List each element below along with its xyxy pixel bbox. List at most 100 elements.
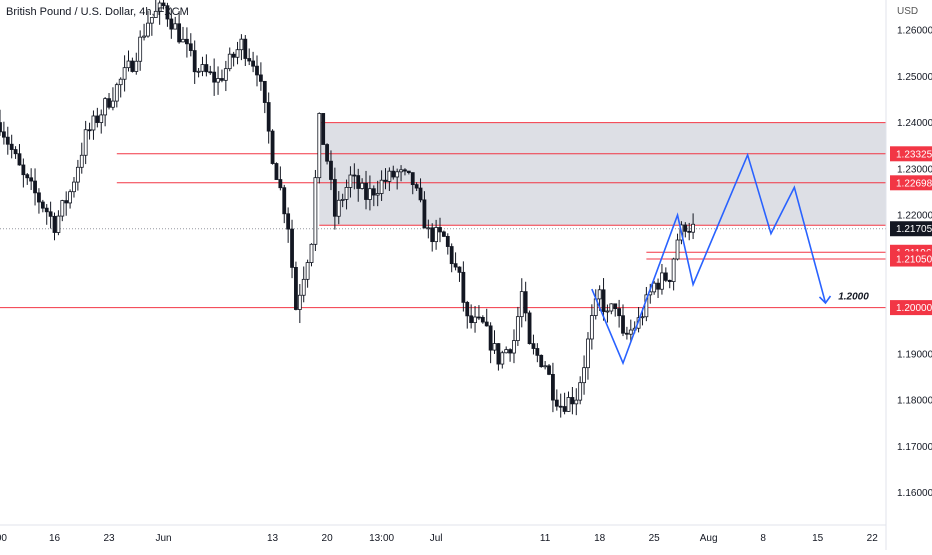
- candle-body: [364, 182, 368, 200]
- candle-body: [72, 181, 76, 193]
- candle-body: [445, 236, 450, 247]
- candle-body: [453, 263, 458, 268]
- candle-body: [683, 224, 688, 232]
- candle-body: [21, 164, 26, 176]
- candle-body: [200, 64, 205, 72]
- candle-body: [461, 271, 466, 303]
- candle-body: [126, 60, 131, 69]
- candle-body: [157, 2, 162, 12]
- x-tick-label: 25: [649, 533, 661, 544]
- level-price-tag-bg: [890, 251, 932, 267]
- candle-body: [29, 177, 34, 182]
- candle-body: [414, 184, 419, 189]
- candle-body: [134, 60, 139, 72]
- candle-body: [325, 144, 329, 162]
- candle-body: [64, 200, 69, 204]
- candle-body: [621, 315, 625, 334]
- candle-body: [107, 98, 111, 108]
- candle-body: [562, 406, 567, 412]
- candle-body: [5, 136, 10, 145]
- candle-body: [33, 180, 37, 194]
- candle-body: [406, 170, 411, 174]
- candle-body: [301, 278, 306, 296]
- candle-body: [519, 291, 524, 318]
- level-price-tag: 1.21050: [896, 255, 932, 266]
- candle-body: [282, 187, 287, 215]
- candle-body: [37, 192, 41, 203]
- candle-body: [48, 211, 53, 217]
- candle-body: [508, 349, 512, 354]
- candle-body: [262, 80, 267, 103]
- candle-body: [118, 78, 123, 86]
- candle-body: [671, 258, 676, 283]
- y-tick-label: 1.24000: [897, 118, 932, 129]
- candle-body: [297, 294, 302, 310]
- candle-body: [574, 399, 579, 405]
- y-tick-label: 1.22000: [897, 211, 932, 222]
- candle-body: [177, 23, 182, 43]
- candle-body: [368, 188, 372, 200]
- candle-body: [17, 153, 22, 166]
- candle-body: [192, 50, 197, 73]
- candle-body: [111, 100, 115, 108]
- candle-body: [535, 348, 540, 356]
- x-tick-label: :00: [0, 533, 7, 544]
- y-tick-label: 1.26000: [897, 26, 932, 37]
- candle-body: [13, 149, 18, 155]
- candle-body: [181, 38, 185, 43]
- candle-body: [492, 343, 497, 351]
- candle-body: [122, 67, 127, 80]
- candle-body: [146, 22, 150, 37]
- x-tick-label: Jun: [155, 533, 171, 544]
- x-tick-label: 8: [760, 533, 766, 544]
- candle-body: [165, 5, 170, 20]
- candle-body: [153, 10, 158, 18]
- candle-body: [543, 365, 548, 368]
- candle-body: [87, 129, 92, 132]
- candle-body: [527, 312, 532, 345]
- candle-body: [294, 267, 298, 310]
- candle-body: [484, 321, 489, 327]
- x-tick-label: Jul: [430, 533, 443, 544]
- y-tick-label: 1.19000: [897, 349, 932, 360]
- candle-body: [512, 340, 516, 354]
- candle-body: [652, 282, 657, 293]
- candle-body: [480, 316, 485, 323]
- candle-body: [25, 174, 30, 179]
- current-price-tag: 1.21705: [896, 224, 932, 235]
- candle-body: [91, 115, 96, 131]
- candle-body: [360, 182, 365, 189]
- candle-body: [52, 215, 57, 233]
- candle-body: [663, 272, 668, 281]
- x-tick-label: 16: [49, 533, 61, 544]
- candle-body: [305, 262, 310, 280]
- candle-body: [321, 113, 326, 145]
- candle-body: [329, 160, 333, 180]
- candle-body: [317, 113, 322, 179]
- x-tick-label: 20: [322, 533, 334, 544]
- candle-body: [161, 2, 166, 7]
- candle-body: [258, 74, 263, 82]
- candle-body: [278, 179, 283, 189]
- candle-body: [403, 169, 407, 172]
- candle-body: [352, 174, 357, 177]
- candle-body: [9, 143, 14, 150]
- candle-body: [430, 227, 435, 243]
- candle-body: [60, 200, 65, 217]
- candle-body: [173, 23, 178, 30]
- candle-body: [586, 338, 590, 369]
- candle-body: [558, 405, 563, 408]
- candle-body: [434, 227, 439, 243]
- candle-body: [589, 315, 594, 340]
- candle-body: [336, 199, 341, 217]
- target-annotation: 1.2000: [838, 292, 869, 303]
- candle-body: [1, 131, 6, 138]
- candle-body: [488, 325, 493, 351]
- candle-body: [667, 279, 672, 283]
- candle-body: [500, 352, 505, 365]
- candle-body: [613, 303, 618, 310]
- candle-body: [660, 272, 664, 290]
- candles: [0, 0, 695, 418]
- candle-body: [266, 102, 271, 132]
